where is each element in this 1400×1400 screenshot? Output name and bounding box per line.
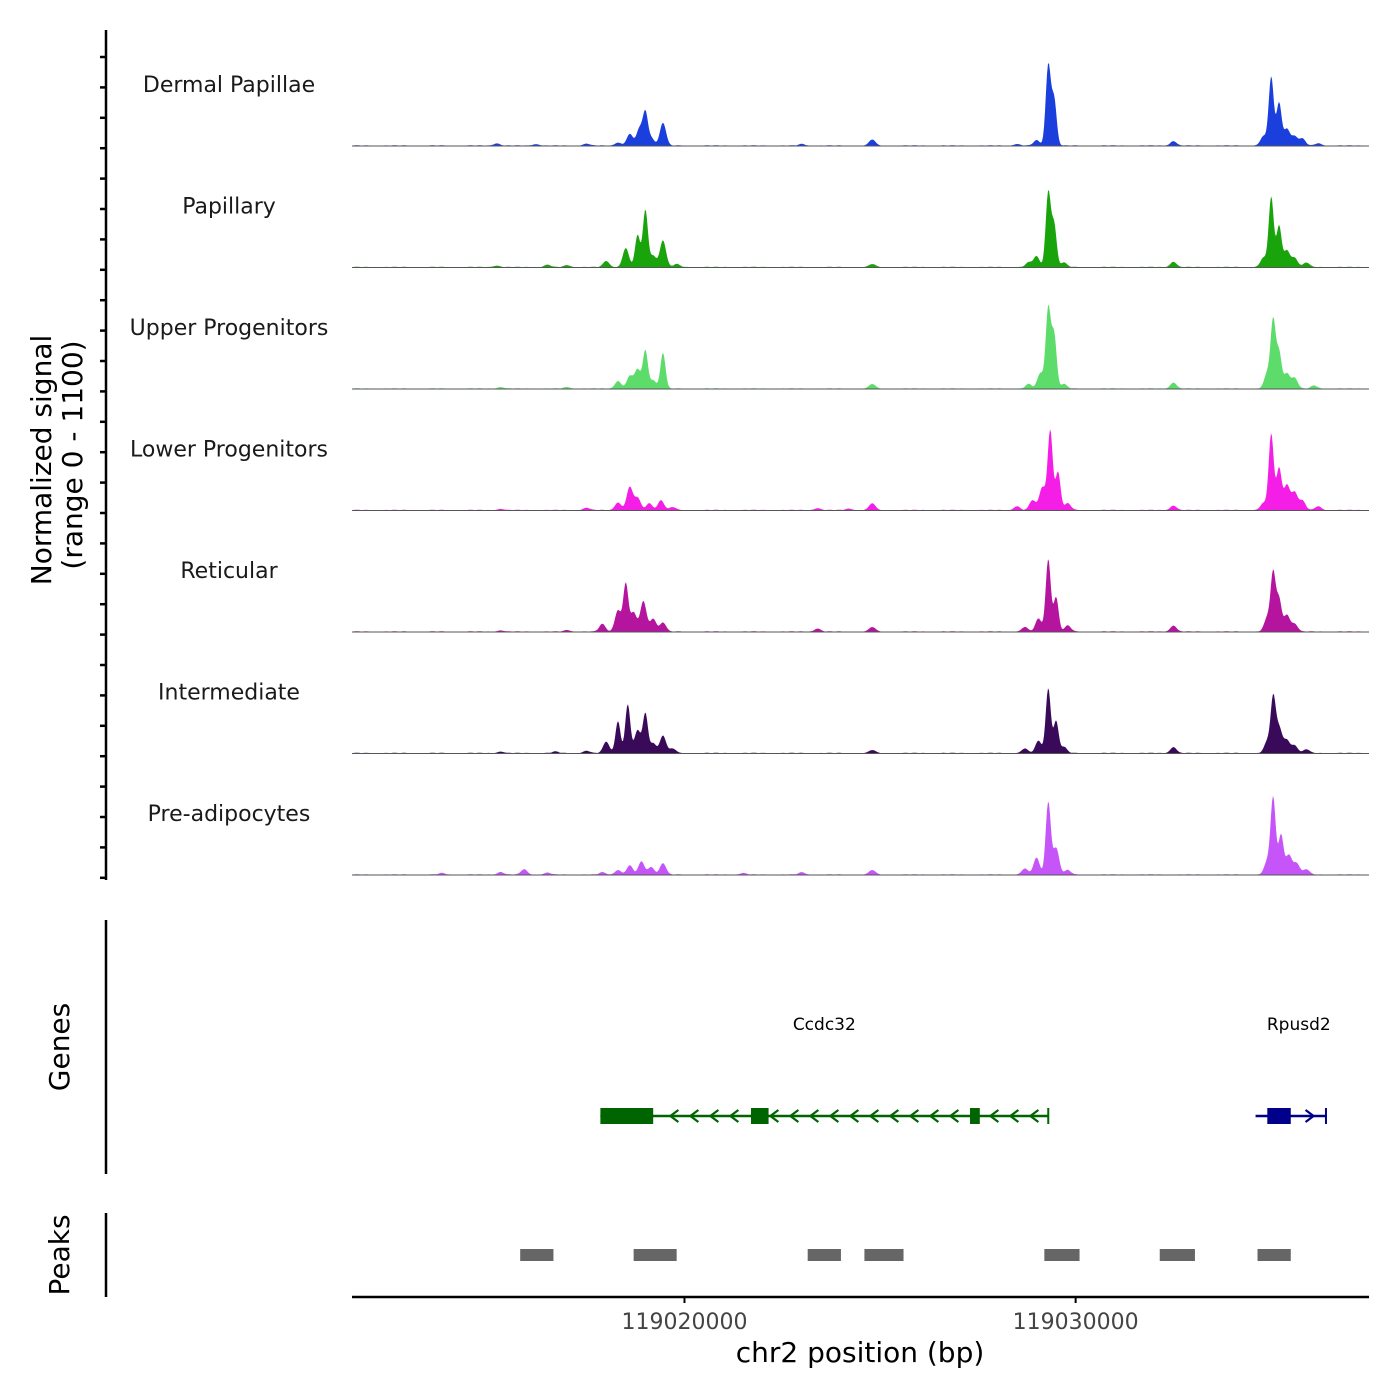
track-pre-adipocytes: Pre-adipocytes bbox=[148, 795, 1369, 876]
track-label: Dermal Papillae bbox=[143, 73, 315, 98]
track-intermediate: Intermediate bbox=[158, 681, 1369, 754]
strand-arrow bbox=[688, 1109, 700, 1123]
track-lower-progenitors: Lower Progenitors bbox=[130, 429, 1369, 511]
peak-region bbox=[807, 1249, 841, 1261]
peak-regions bbox=[520, 1249, 1291, 1261]
coverage-area bbox=[352, 63, 1369, 146]
strand-arrow bbox=[948, 1109, 960, 1123]
strand-arrow bbox=[808, 1109, 820, 1123]
coverage-y-axis-title-line2: (range 0 - 1100) bbox=[56, 340, 89, 569]
strand-arrow bbox=[988, 1109, 1000, 1123]
gene-label: Ccdc32 bbox=[793, 1015, 856, 1035]
x-tick-label: 119030000 bbox=[1013, 1310, 1139, 1335]
coverage-area bbox=[352, 190, 1369, 268]
strand-arrow bbox=[708, 1109, 720, 1123]
gene-exon bbox=[600, 1108, 654, 1124]
strand-arrow bbox=[1028, 1109, 1040, 1123]
coverage-area bbox=[352, 305, 1369, 389]
coverage-panel: Normalized signal (range 0 - 1100) Derma… bbox=[25, 30, 1369, 880]
coverage-y-axis-title-line1: Normalized signal bbox=[25, 335, 58, 586]
peaks-y-axis-title: Peaks bbox=[43, 1214, 76, 1295]
x-ticks: 119020000 119030000 bbox=[621, 1297, 1139, 1335]
peak-region bbox=[1257, 1249, 1291, 1261]
strand-arrow bbox=[928, 1109, 940, 1123]
peak-region bbox=[1159, 1249, 1195, 1261]
coverage-tracks: Dermal Papillae Papillary Upper Progenitor… bbox=[130, 63, 1369, 876]
coverage-area bbox=[352, 429, 1369, 511]
strand-arrow bbox=[868, 1109, 880, 1123]
x-axis: 119020000 119030000 chr2 position (bp) bbox=[352, 1295, 1369, 1369]
gene-ccdc32: Ccdc32 bbox=[600, 1015, 1050, 1124]
genes-y-axis-title: Genes bbox=[43, 1003, 76, 1091]
gene-exon bbox=[970, 1108, 980, 1124]
gene-rpusd2: Rpusd2 bbox=[1255, 1015, 1331, 1124]
track-upper-progenitors: Upper Progenitors bbox=[130, 305, 1369, 390]
track-reticular: Reticular bbox=[180, 559, 1369, 633]
peak-region bbox=[1044, 1249, 1080, 1261]
peak-region bbox=[864, 1249, 904, 1261]
gene-exon bbox=[1267, 1108, 1291, 1124]
strand-arrow bbox=[728, 1109, 740, 1123]
track-label: Reticular bbox=[180, 559, 278, 584]
coverage-area bbox=[352, 688, 1369, 754]
strand-arrow bbox=[1304, 1109, 1316, 1123]
strand-arrow bbox=[1008, 1109, 1020, 1123]
track-label: Papillary bbox=[182, 195, 276, 220]
strand-arrow bbox=[888, 1109, 900, 1123]
strand-arrow bbox=[768, 1109, 780, 1123]
strand-arrow bbox=[668, 1109, 680, 1123]
gene-label: Rpusd2 bbox=[1267, 1015, 1331, 1035]
strand-arrow bbox=[848, 1109, 860, 1123]
peak-region bbox=[633, 1249, 677, 1261]
x-axis-title: chr2 position (bp) bbox=[736, 1336, 985, 1369]
strand-arrow bbox=[908, 1109, 920, 1123]
peak-region bbox=[520, 1249, 554, 1261]
track-dermal-papillae: Dermal Papillae bbox=[143, 63, 1369, 147]
coverage-area bbox=[352, 795, 1369, 875]
track-label: Intermediate bbox=[158, 681, 300, 706]
track-papillary: Papillary bbox=[182, 190, 1369, 268]
track-label: Pre-adipocytes bbox=[148, 802, 311, 827]
gene-models: Ccdc32 Rpusd2 bbox=[600, 1015, 1331, 1124]
strand-arrow bbox=[828, 1109, 840, 1123]
track-label: Upper Progenitors bbox=[130, 316, 329, 341]
x-tick-label: 119020000 bbox=[621, 1310, 747, 1335]
coverage-y-ticks bbox=[100, 55, 106, 880]
strand-arrow bbox=[788, 1109, 800, 1123]
coverage-area bbox=[352, 559, 1369, 632]
peaks-panel: Peaks bbox=[43, 1213, 1291, 1297]
gene-exon bbox=[750, 1108, 769, 1124]
track-label: Lower Progenitors bbox=[130, 438, 328, 463]
genes-panel: Genes Ccdc32 Rpusd2 bbox=[43, 920, 1331, 1174]
